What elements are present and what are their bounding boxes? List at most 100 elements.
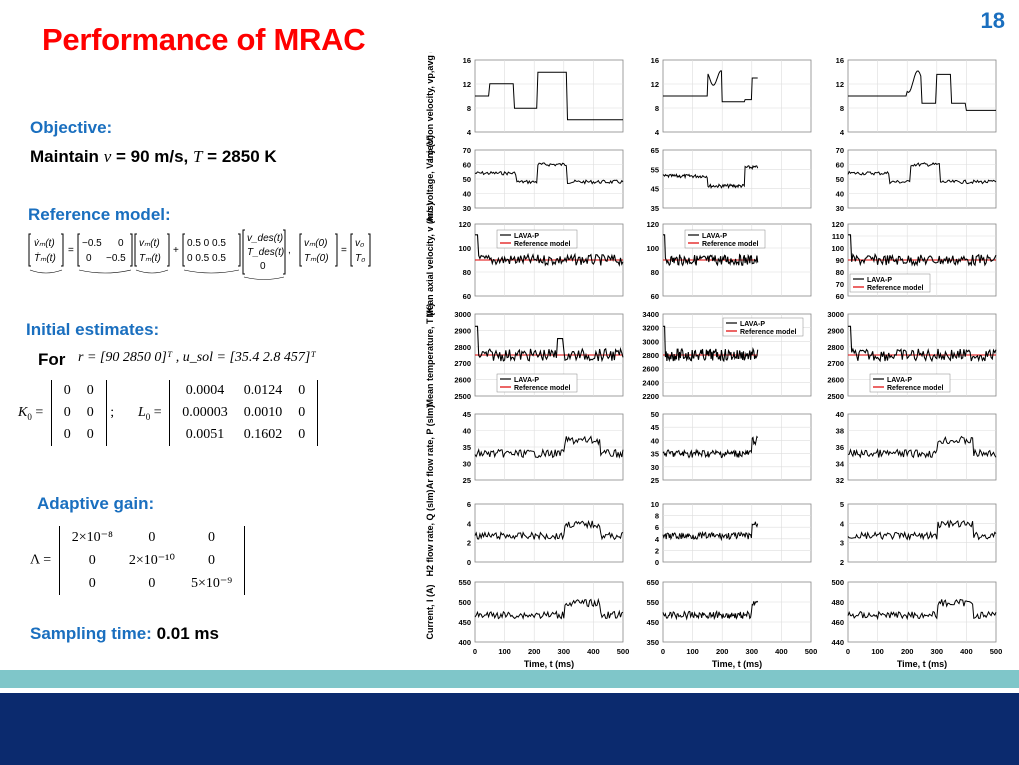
L0-cell: 0.0051 [185, 427, 225, 442]
chart-panel: 2500 2600 2700 2800 2900 3000 LAVA-PReference … [827, 310, 997, 401]
y-tick-label: 650 [646, 578, 659, 587]
legend-box [496, 229, 578, 249]
y-tick-label: 40 [836, 190, 844, 199]
svg-text:vₘ(0): vₘ(0) [304, 238, 327, 249]
svg-text:0.5 0 0.5: 0.5 0 0.5 [187, 238, 226, 249]
x-tick-label: 200 [716, 647, 729, 656]
K0-cell: 0 [63, 383, 71, 398]
chart-panel: 30 40 50 60 70 [836, 146, 997, 213]
x-tick-label: 100 [686, 647, 699, 656]
x-tick-label: 500 [805, 647, 818, 656]
svg-text:v_des(t): v_des(t) [247, 233, 283, 244]
sampling-time: Sampling time: 0.01 ms [30, 624, 219, 644]
y-tick-label: 65 [651, 146, 659, 155]
legend-entry: LAVA-P [740, 321, 765, 328]
svg-text:T_des(t): T_des(t) [247, 247, 284, 258]
panel-frame [474, 581, 624, 643]
lava-p-series-line [474, 519, 624, 541]
svg-text:v₀: v₀ [355, 238, 364, 249]
x-axis-label: Time, t (ms) [524, 659, 574, 669]
chart-panel: 0 2 4 6 [467, 500, 624, 567]
y-tick-label: 5 [840, 500, 844, 509]
y-tick-label: 550 [458, 578, 471, 587]
y-tick-label: 50 [463, 175, 471, 184]
svg-text:−0.5: −0.5 [82, 238, 102, 249]
x-tick-label: 300 [931, 647, 944, 656]
y-tick-label: 40 [836, 410, 844, 419]
y-tick-label: 30 [463, 204, 471, 213]
chart-panel: 2200 2400 2600 2800 3000 3200 3400 LAVA-PRefere… [642, 310, 812, 401]
r-vector-equation: r = [90 2850 0]ᵀ , u_sol = [35.4 2.8 457… [78, 350, 316, 365]
legend-box [869, 373, 951, 393]
y-tick-label: 100 [458, 244, 471, 253]
lambda-cell: 0 [208, 529, 216, 545]
lava-p-series-line [662, 521, 759, 542]
lava-p-series-line [474, 597, 624, 620]
chart-panel: 30 40 50 60 70 [463, 146, 624, 213]
y-tick-label: 60 [651, 292, 659, 301]
x-tick-label: 500 [617, 647, 630, 656]
objective-T-symbol: T [192, 147, 203, 166]
lava-p-series-line [663, 234, 759, 267]
x-tick-label: 400 [960, 647, 973, 656]
svg-text:v̇ₘ(t): v̇ₘ(t) [34, 238, 55, 249]
y-tick-label: 550 [646, 598, 659, 607]
lava-p-series-line [662, 435, 759, 459]
y-tick-label: 30 [836, 204, 844, 213]
y-tick-label: 100 [831, 244, 844, 253]
y-tick-label: 16 [651, 56, 659, 65]
svg-text:0 0.5 0.5: 0 0.5 0.5 [187, 253, 226, 264]
L0-cell: 0 [298, 383, 306, 398]
y-tick-label: 2800 [454, 343, 471, 352]
lambda-cell: 0 [148, 529, 156, 545]
y-tick-label: 60 [463, 292, 471, 301]
y-tick-label: 80 [836, 268, 844, 277]
lava-p-series-line [662, 164, 759, 190]
y-tick-label: 50 [651, 410, 659, 419]
chart-panel: 4 8 12 16 [836, 56, 997, 137]
row-ylabel: Injection velocity, vp,avg (m/s) [425, 52, 435, 161]
sampling-label: Sampling time: [30, 624, 152, 643]
K0-cell: 0 [63, 405, 71, 420]
y-tick-label: 2600 [642, 365, 659, 374]
K0-cell: 0 [86, 427, 94, 442]
y-tick-label: 70 [463, 146, 471, 155]
y-tick-label: 3000 [827, 310, 844, 319]
objective-prefix: Maintain [30, 147, 99, 166]
legend-box [849, 273, 931, 293]
svg-text:−0.5: −0.5 [106, 253, 126, 264]
x-axis-label: Time, t (ms) [712, 659, 762, 669]
reference-heading: Reference model: [28, 205, 171, 224]
row-ylabel: Mean axial velocity, v (m/s) [425, 203, 435, 318]
y-tick-label: 80 [651, 268, 659, 277]
L0-cell: 0.00003 [182, 405, 228, 420]
y-tick-label: 45 [651, 185, 659, 194]
y-tick-label: 12 [836, 80, 844, 89]
lava-p-series-line [474, 162, 624, 185]
lava-p-series-line [475, 71, 623, 121]
y-tick-label: 100 [646, 244, 659, 253]
lambda-cell: 2×10⁻¹⁰ [128, 553, 175, 568]
y-tick-label: 45 [463, 410, 471, 419]
y-tick-label: 3000 [454, 310, 471, 319]
y-tick-label: 2800 [827, 343, 844, 352]
y-tick-label: 460 [831, 618, 844, 627]
y-tick-label: 480 [831, 598, 844, 607]
chart-panel: 0 2 4 6 8 10 [651, 500, 812, 567]
y-tick-label: 45 [651, 423, 659, 432]
lava-p-series-line [847, 519, 997, 541]
x-tick-label: 0 [473, 647, 477, 656]
y-tick-label: 3400 [642, 310, 659, 319]
row-ylabel: H2 flow rate, Q (slm) [425, 489, 435, 576]
lava-p-series-line [847, 162, 997, 185]
y-tick-label: 2200 [642, 392, 659, 401]
lambda-cell: 0 [208, 552, 216, 568]
svg-text:0: 0 [118, 238, 124, 249]
y-tick-label: 25 [651, 476, 659, 485]
for-label: For [38, 350, 66, 369]
K0-cell: 0 [86, 383, 94, 398]
L0-cell: 0.1602 [243, 427, 283, 442]
chart-panel: 2 3 4 5 [840, 500, 997, 567]
y-tick-label: 12 [463, 80, 471, 89]
